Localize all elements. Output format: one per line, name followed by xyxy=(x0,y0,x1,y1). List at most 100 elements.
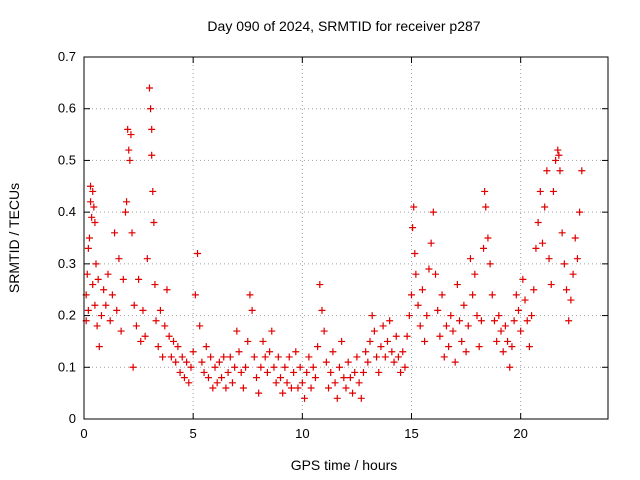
y-tick-label: 0.6 xyxy=(58,101,76,116)
data-point xyxy=(250,353,258,361)
data-point xyxy=(228,379,236,387)
data-point xyxy=(237,368,245,376)
data-point xyxy=(87,198,95,206)
data-point xyxy=(296,363,304,371)
data-point xyxy=(191,291,199,299)
y-axis-title: SRMTID / TECUs xyxy=(6,183,22,293)
data-point xyxy=(377,343,385,351)
data-point xyxy=(399,348,407,356)
data-point xyxy=(180,374,188,382)
data-point xyxy=(126,156,134,164)
data-point xyxy=(129,363,137,371)
data-point xyxy=(519,275,527,283)
data-point xyxy=(316,281,324,289)
data-point xyxy=(370,327,378,335)
data-point xyxy=(106,317,114,325)
data-point xyxy=(569,270,577,278)
data-point xyxy=(499,348,507,356)
data-point xyxy=(401,363,409,371)
y-tick-label: 0 xyxy=(69,411,76,426)
data-point xyxy=(159,353,167,361)
data-point xyxy=(346,374,354,382)
data-point xyxy=(272,379,280,387)
data-point xyxy=(91,301,99,309)
data-point xyxy=(261,353,269,361)
data-point xyxy=(87,182,95,190)
data-point xyxy=(183,358,191,366)
data-point xyxy=(123,198,131,206)
data-point xyxy=(132,322,140,330)
data-point xyxy=(174,343,182,351)
data-point xyxy=(480,244,488,252)
data-point xyxy=(469,291,477,299)
data-point xyxy=(333,394,341,402)
data-point xyxy=(239,384,247,392)
data-point xyxy=(578,167,586,175)
data-point xyxy=(83,270,91,278)
data-point xyxy=(150,218,158,226)
data-point xyxy=(552,156,560,164)
data-point xyxy=(143,255,151,263)
data-point xyxy=(403,332,411,340)
data-point xyxy=(151,281,159,289)
x-tick-label: 20 xyxy=(513,426,527,441)
chart-title: Day 090 of 2024, SRMTID for receiver p28… xyxy=(207,18,480,34)
data-point xyxy=(504,337,512,345)
data-point xyxy=(266,348,274,356)
data-point xyxy=(506,363,514,371)
data-point xyxy=(447,312,455,320)
data-point xyxy=(148,125,156,133)
data-point xyxy=(388,348,396,356)
data-point xyxy=(248,306,256,314)
data-point xyxy=(549,187,557,195)
data-point xyxy=(117,327,125,335)
data-point xyxy=(536,187,544,195)
data-point xyxy=(331,379,339,387)
data-point xyxy=(102,301,110,309)
data-point xyxy=(146,84,153,92)
data-point xyxy=(148,151,156,159)
data-point xyxy=(456,317,464,325)
data-point xyxy=(342,384,350,392)
data-point xyxy=(460,301,468,309)
data-point xyxy=(521,296,529,304)
data-point xyxy=(294,384,302,392)
data-point xyxy=(220,353,228,361)
data-point xyxy=(528,312,536,320)
data-point xyxy=(530,286,538,294)
data-point xyxy=(211,363,219,371)
data-point xyxy=(309,363,317,371)
data-point xyxy=(194,250,202,258)
x-tick-label: 10 xyxy=(295,426,309,441)
data-point xyxy=(386,317,394,325)
data-point xyxy=(108,291,116,299)
data-point xyxy=(381,353,389,361)
data-point xyxy=(156,306,164,314)
data-point xyxy=(119,275,127,283)
data-point xyxy=(534,218,542,226)
data-point xyxy=(434,306,442,314)
data-point xyxy=(283,379,291,387)
data-point xyxy=(95,343,103,351)
data-point xyxy=(270,363,278,371)
data-point xyxy=(252,374,260,382)
data-point xyxy=(92,260,100,268)
data-point xyxy=(274,353,282,361)
data-point xyxy=(298,379,306,387)
data-point xyxy=(501,322,509,330)
data-point xyxy=(255,389,263,397)
data-point xyxy=(176,368,184,376)
data-points xyxy=(82,84,586,402)
y-tick-label: 0.1 xyxy=(58,359,76,374)
data-point xyxy=(359,368,367,376)
data-point xyxy=(445,343,453,351)
data-point xyxy=(556,167,564,175)
data-point xyxy=(442,322,450,330)
data-point xyxy=(353,353,361,361)
data-point xyxy=(545,255,553,263)
data-point xyxy=(383,337,391,345)
data-point xyxy=(563,286,571,294)
data-point xyxy=(412,270,420,278)
data-point xyxy=(187,363,195,371)
